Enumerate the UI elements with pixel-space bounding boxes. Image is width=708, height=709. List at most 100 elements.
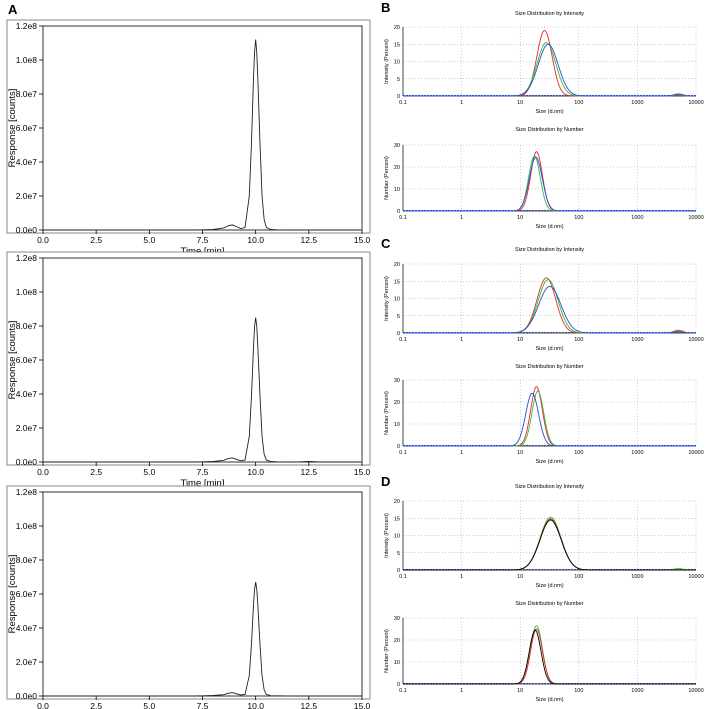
y-axis-label: Response [counts] — [7, 555, 18, 634]
x-axis-label: Size (d.nm) — [535, 109, 563, 115]
x-tick-label: 0.0 — [37, 467, 49, 477]
y-tick-label: 10 — [394, 60, 400, 66]
x-tick-label: 1000 — [631, 450, 643, 456]
x-tick-label: 10.0 — [247, 701, 264, 709]
x-axis-label: Size (d.nm) — [535, 583, 563, 589]
x-tick-label: 10000 — [688, 688, 703, 694]
y-tick-label: 20 — [394, 25, 400, 31]
x-tick-label: 100 — [574, 215, 583, 221]
size-distribution-curve-blue — [403, 43, 696, 97]
y-tick-label: 4.0e7 — [16, 157, 38, 167]
y-tick-label: 2.0e7 — [16, 657, 38, 667]
y-tick-label: 1.0e8 — [16, 55, 38, 65]
chart-frame — [6, 485, 371, 700]
x-tick-label: 1 — [460, 100, 463, 106]
y-tick-label: 30 — [394, 616, 400, 622]
chart-title: Size Distribution by Number — [515, 364, 583, 370]
chromatogram-trace — [43, 582, 362, 697]
size-distribution-curve-red — [403, 151, 696, 212]
y-axis-label: Response [counts] — [7, 321, 18, 400]
y-tick-label: 15 — [394, 516, 400, 522]
x-tick-label: 12.5 — [301, 235, 318, 245]
size-distribution-curve-green — [403, 279, 696, 334]
size-distribution-curve-red — [403, 518, 696, 571]
x-tick-label: 10.0 — [247, 235, 264, 245]
y-tick-label: 10 — [394, 297, 400, 303]
dls-intensity-chart-c: Size Distribution by Intensity 0 5 10 15 20 0.… — [384, 247, 704, 352]
x-tick-label: 10.0 — [247, 467, 264, 477]
y-tick-label: 30 — [394, 378, 400, 384]
y-tick-label: 1.2e8 — [16, 253, 38, 263]
y-tick-label: 0.0e0 — [16, 457, 38, 467]
y-tick-label: 0 — [397, 331, 400, 337]
y-tick-label: 30 — [394, 143, 400, 149]
y-tick-label: 8.0e7 — [16, 555, 38, 565]
y-tick-label: 5 — [397, 314, 400, 320]
y-tick-label: 1.2e8 — [16, 487, 38, 497]
y-tick-label: 0 — [397, 444, 400, 450]
panel-label-c: C — [381, 236, 391, 251]
x-tick-label: 100 — [574, 337, 583, 343]
y-axis-label: Intensity (Percent) — [384, 513, 390, 558]
y-tick-label: 20 — [394, 165, 400, 171]
x-tick-label: 0.1 — [399, 450, 407, 456]
size-distribution-curve-black — [403, 629, 696, 685]
x-tick-label: 100 — [574, 574, 583, 580]
size-distribution-curve-green — [403, 516, 696, 571]
x-axis-label: Time [min] — [181, 478, 225, 489]
y-tick-label: 6.0e7 — [16, 123, 38, 133]
chromatogram-trace — [43, 39, 362, 231]
y-tick-label: 4.0e7 — [16, 389, 38, 399]
x-tick-label: 0.1 — [399, 100, 407, 106]
dls-number-chart-c: Size Distribution by Number 0 10 20 30 0.1 1 10… — [384, 364, 704, 465]
y-tick-label: 2.0e7 — [16, 191, 38, 201]
y-tick-label: 5 — [397, 77, 400, 83]
x-tick-label: 2.5 — [90, 235, 102, 245]
size-distribution-curve-green — [403, 625, 696, 685]
y-tick-label: 0 — [397, 568, 400, 574]
panel-label-a: A — [8, 2, 18, 17]
x-tick-label: 10 — [517, 688, 523, 694]
y-tick-label: 15 — [394, 42, 400, 48]
y-tick-label: 8.0e7 — [16, 321, 38, 331]
y-axis-label: Number (Percent) — [384, 156, 390, 200]
x-tick-label: 1 — [460, 688, 463, 694]
y-tick-label: 8.0e7 — [16, 89, 38, 99]
y-tick-label: 0 — [397, 94, 400, 100]
x-tick-label: 10000 — [688, 574, 703, 580]
x-tick-label: 10000 — [688, 450, 703, 456]
panel-label-b: B — [381, 0, 390, 15]
x-tick-label: 1 — [460, 337, 463, 343]
y-tick-label: 6.0e7 — [16, 355, 38, 365]
x-tick-label: 7.5 — [197, 701, 209, 709]
x-tick-label: 1000 — [631, 688, 643, 694]
x-tick-label: 15.0 — [354, 701, 371, 709]
x-tick-label: 15.0 — [354, 235, 371, 245]
y-tick-label: 1.0e8 — [16, 287, 38, 297]
dls-intensity-chart-b: Size Distribution by Intensity 0 5 10 15 20 0.… — [384, 11, 704, 115]
y-tick-label: 2.0e7 — [16, 423, 38, 433]
x-tick-label: 10000 — [688, 337, 703, 343]
x-tick-label: 10000 — [688, 100, 703, 106]
y-tick-label: 15 — [394, 279, 400, 285]
y-axis-label: Number (Percent) — [384, 391, 390, 435]
chromatogram-3: 0.0e0 2.0e7 4.0e7 6.0e7 8.0e7 1.0e8 1.2e8 0.0 2.… — [6, 485, 371, 709]
x-tick-label: 12.5 — [301, 701, 318, 709]
x-tick-label: 0.1 — [399, 574, 407, 580]
x-tick-label: 1000 — [631, 215, 643, 221]
chromatogram-trace — [43, 317, 362, 463]
size-distribution-curve-red — [403, 628, 696, 685]
y-tick-label: 6.0e7 — [16, 589, 38, 599]
y-tick-label: 0.0e0 — [16, 225, 38, 235]
x-tick-label: 10 — [517, 100, 523, 106]
x-tick-label: 1000 — [631, 100, 643, 106]
x-tick-label: 12.5 — [301, 467, 318, 477]
x-tick-label: 7.5 — [197, 467, 209, 477]
x-tick-label: 0.0 — [37, 701, 49, 709]
chart-frame — [6, 19, 371, 234]
chromatogram-1: 0.0e0 2.0e7 4.0e7 6.0e7 8.0e7 1.0e8 1.2e8 0.0 2.… — [6, 19, 371, 257]
x-tick-label: 1 — [460, 215, 463, 221]
x-tick-label: 10 — [517, 337, 523, 343]
size-distribution-curve-black — [403, 519, 696, 571]
